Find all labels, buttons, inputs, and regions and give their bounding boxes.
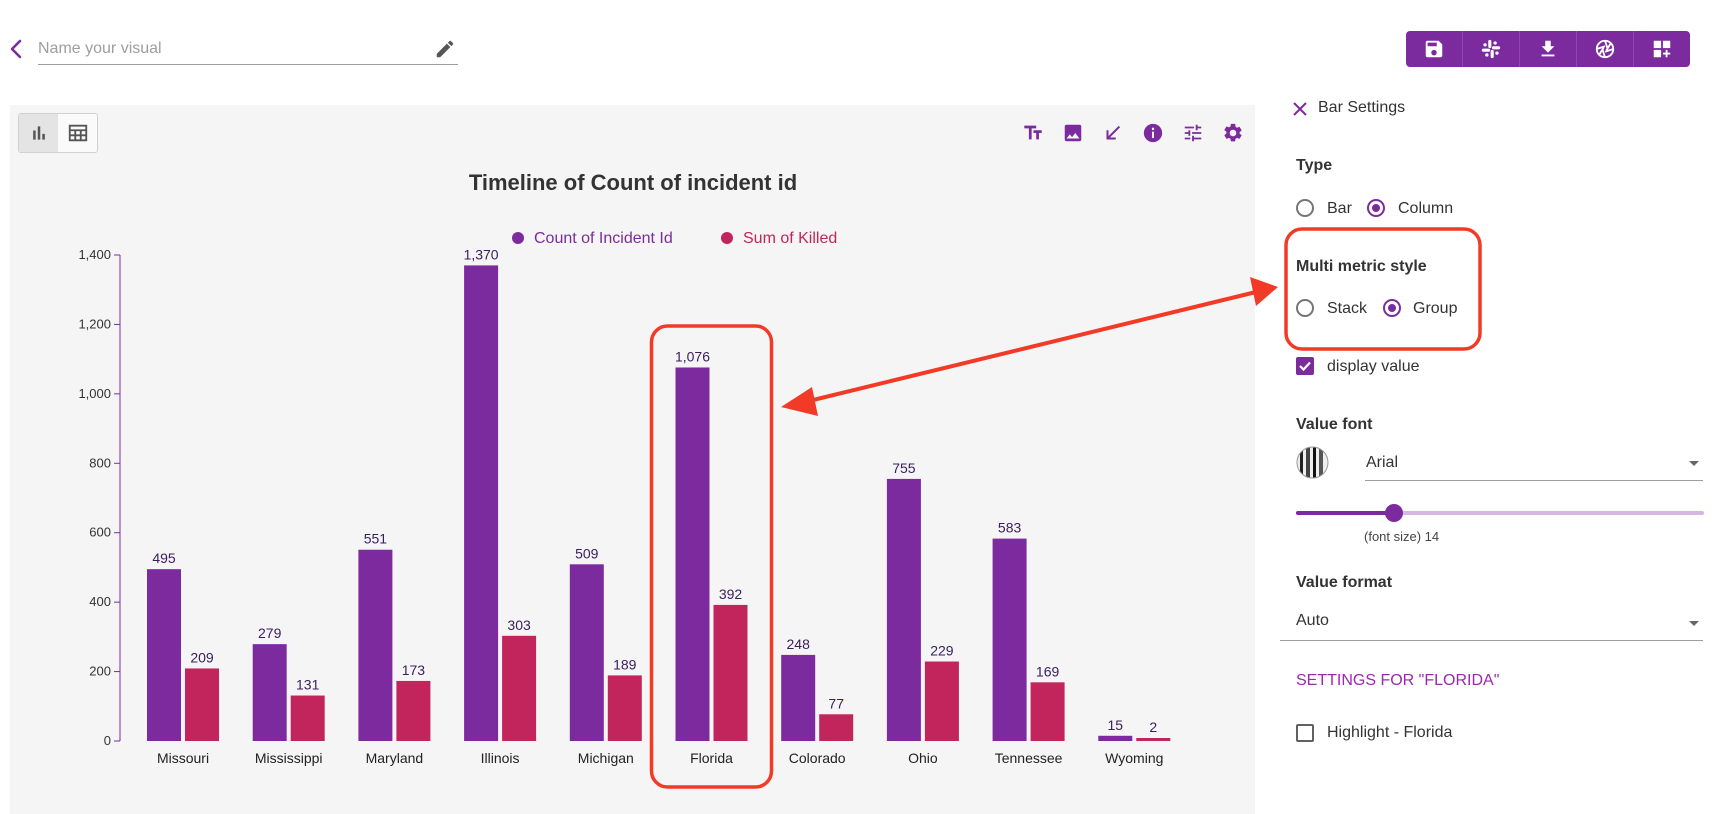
snapshot-button[interactable] [1577,31,1634,67]
highlight-florida-label: Highlight - Florida [1327,724,1453,741]
download-button[interactable] [1520,31,1577,67]
value-font-label: Value font [1296,416,1373,433]
save-icon [1425,40,1443,58]
value-font-value: Arial [1366,454,1399,471]
type-bar-radio[interactable] [1296,199,1314,217]
chart-tools [1013,118,1253,148]
arrow-button[interactable] [1093,118,1133,148]
type-label: Type [1296,157,1333,174]
close-settings-button[interactable] [1290,99,1310,119]
chart-view-button[interactable] [19,114,58,152]
visual-toolbar [1406,31,1690,67]
checkmark-icon [1299,361,1311,372]
info-button[interactable] [1133,118,1173,148]
tune-button[interactable] [1173,118,1213,148]
legend-label: Count of Incident Id [534,230,673,247]
font-swatch-icon [1296,446,1329,479]
highlight-florida-checkbox[interactable] [1296,724,1314,742]
legend-label: Sum of Killed [743,230,837,247]
font-size-slider[interactable] [1296,503,1704,523]
multi-group-label: Group [1413,300,1458,317]
table-icon [68,124,87,142]
legend-item[interactable]: Count of Incident Id [512,230,673,247]
display-value-checkbox[interactable] [1296,357,1314,375]
florida-settings-header: SETTINGS FOR "FLORIDA" [1296,672,1500,689]
text-format-icon [1024,125,1042,140]
gear-icon [1224,123,1242,142]
aperture-icon [1595,39,1615,59]
visual-name-input[interactable] [38,38,418,60]
chart-legend: Count of Incident Id Sum of Killed [512,230,837,247]
image-icon [1064,124,1082,142]
pencil-icon[interactable] [434,38,456,60]
slider-thumb[interactable] [1384,504,1403,522]
image-button[interactable] [1053,118,1093,148]
slack-icon [1481,39,1501,59]
back-button[interactable] [4,34,30,64]
bar-chart-icon [32,126,45,140]
multi-stack-radio[interactable] [1296,299,1314,317]
info-icon [1143,123,1163,143]
chevron-left-icon [10,39,22,59]
multi-stack-label: Stack [1327,300,1368,317]
slider-track [1296,511,1704,515]
table-view-button[interactable] [58,114,97,152]
add-to-dashboard-button[interactable] [1634,31,1690,67]
value-format-value: Auto [1296,612,1329,629]
text-format-button[interactable] [1013,118,1053,148]
chart-panel [10,105,1255,814]
close-icon [1293,102,1307,116]
legend-item[interactable]: Sum of Killed [721,230,837,247]
legend-marker [512,232,524,244]
settings-title: Bar Settings [1318,99,1406,116]
dropdown-arrow-icon [1689,461,1699,466]
font-preview-swatch[interactable] [1296,446,1329,479]
type-column-label: Column [1398,200,1454,217]
dropdown-arrow-icon [1689,621,1699,626]
font-size-label: (font size) 14 [1364,529,1440,544]
display-value-label: display value [1327,358,1420,375]
tune-icon [1184,124,1202,142]
slider-fill [1296,511,1394,515]
value-format-label: Value format [1296,574,1393,591]
type-column-radio[interactable] [1367,199,1385,217]
download-icon [1541,40,1555,57]
view-toggle [18,113,98,153]
type-bar-label: Bar [1327,200,1352,217]
multi-metric-highlight-box [1284,227,1482,351]
arrow-icon [1106,125,1121,140]
value-font-select[interactable]: Arial [1365,448,1703,481]
slack-button[interactable] [1463,31,1520,67]
visual-name-field [38,34,458,65]
multi-metric-label: Multi metric style [1296,258,1427,275]
add-to-dashboard-icon [1653,40,1671,58]
save-button[interactable] [1406,31,1463,67]
chart-settings-button[interactable] [1213,118,1253,148]
multi-group-radio[interactable] [1383,299,1401,317]
value-format-select[interactable]: Auto [1280,608,1703,641]
legend-marker [721,232,733,244]
